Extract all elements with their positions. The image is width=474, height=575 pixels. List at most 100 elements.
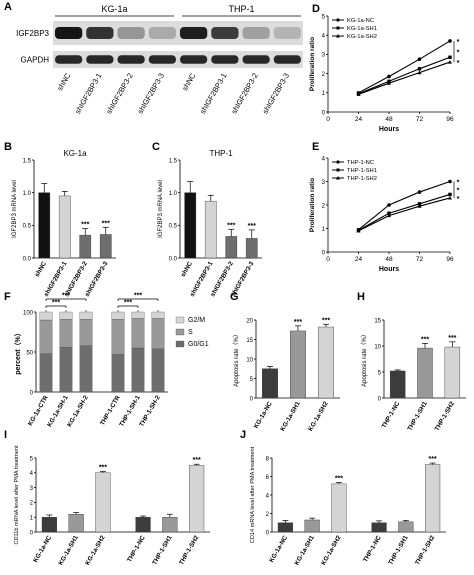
y-tick-label: 1.0	[169, 191, 178, 197]
panel-letter-e: E	[312, 141, 319, 153]
legend-marker	[336, 34, 340, 38]
series-point	[417, 202, 422, 206]
y-tick-label: 4	[322, 156, 326, 162]
significance-label: *	[457, 60, 460, 67]
y-tick-label: 0	[266, 530, 270, 536]
protein-label: IGF2BP3	[16, 29, 49, 38]
band	[273, 55, 301, 64]
x-axis-label: Hours	[379, 266, 399, 273]
stacked-bar-segment	[59, 319, 73, 348]
y-axis-label: IGF2BP3 mRNA level	[158, 180, 164, 238]
y-axis-label: Apoptosis rate（%）	[233, 331, 240, 387]
significance-label: *	[457, 50, 460, 57]
bar	[290, 330, 306, 399]
lane-label: shIGF2BP3-3	[136, 72, 167, 116]
series-point	[417, 190, 422, 194]
series-point	[387, 74, 391, 79]
significance-label: ***	[322, 317, 330, 324]
legend-marker	[336, 176, 340, 180]
x-tick-label: THP-1-SH2	[414, 534, 437, 566]
significance-label: ***	[227, 222, 235, 229]
y-tick-label: 2	[322, 203, 326, 209]
bar	[331, 483, 347, 533]
bar	[425, 464, 441, 533]
stacked-bar-segment	[131, 347, 145, 393]
series-point	[356, 228, 361, 233]
x-tick-label: THP-1-SH1	[406, 400, 429, 432]
significance-label: ***	[335, 476, 343, 483]
y-tick-label: 6	[266, 475, 270, 481]
y-tick-label: 5	[322, 14, 326, 20]
bar	[162, 517, 178, 533]
x-tick-label: 24	[355, 256, 363, 263]
series-point	[448, 195, 452, 200]
y-tick-label: 5	[250, 377, 254, 383]
bar	[41, 517, 57, 533]
y-tick-label: 1	[322, 227, 326, 233]
series-point	[387, 213, 391, 218]
chart-panel-d: 0 1 2 3 4 5 0 24 48 72 96 Hours Proliferation ratio K…	[309, 14, 460, 133]
stacked-bar-segment	[59, 347, 73, 393]
x-tick-label: 72	[416, 116, 424, 123]
y-axis-label: Proliferation ratio	[309, 37, 316, 91]
panel-letter-d: D	[312, 3, 320, 15]
significance-label: *	[457, 196, 460, 203]
y-tick-label: 1.5	[23, 158, 32, 164]
legend-label: THP-1-SH2	[347, 176, 377, 182]
bar	[371, 522, 387, 533]
y-tick-label: 8	[266, 456, 270, 462]
significance-label: ***	[421, 336, 429, 343]
y-tick-label: 0.0	[23, 256, 32, 262]
x-tick-label: 48	[385, 116, 393, 123]
bar	[68, 514, 84, 533]
chart-panel-f: 050100percent（%）KG-1a-CTRKG-1a-SH-1KG-1a…	[14, 293, 209, 429]
y-tick-label: 15	[246, 338, 253, 344]
y-tick-label: 3	[322, 180, 326, 186]
x-tick-label: KG-1a-NC	[268, 534, 289, 564]
series-line	[358, 61, 451, 95]
panel-letter-b: B	[4, 141, 12, 153]
y-axis-label: Apoptosis rate（%）	[361, 331, 368, 387]
lane-label: shNC	[180, 71, 197, 92]
x-tick-label: KG-1a-NC	[32, 534, 53, 564]
panel-letter-g: G	[230, 291, 239, 303]
cell-line-label: KG-1a	[101, 4, 127, 14]
x-tick-label: KG-1a-SH2	[84, 534, 107, 566]
band	[117, 27, 145, 39]
y-tick-label: 4	[322, 34, 326, 40]
bar	[135, 517, 151, 533]
significance-label: *	[457, 180, 460, 187]
legend-swatch	[175, 328, 185, 336]
stacked-bar-segment	[111, 354, 125, 393]
x-tick-label: 96	[446, 116, 454, 123]
legend-label: S	[188, 329, 193, 336]
y-tick-label: 3	[30, 486, 34, 492]
y-tick-label: 0.5	[23, 224, 32, 230]
series-point	[448, 179, 452, 184]
y-tick-label: 0	[250, 396, 254, 402]
series-point	[448, 60, 452, 64]
y-tick-label: 4	[266, 493, 270, 499]
lane-label: shIGF2BP3-3	[261, 72, 292, 116]
bar	[444, 346, 461, 399]
x-tick-label: 96	[446, 256, 454, 263]
stacked-bar-segment	[59, 311, 73, 320]
chart-title: KG-1a	[63, 149, 87, 158]
y-tick-label: 4	[30, 471, 34, 477]
stacked-bar-segment	[39, 311, 53, 321]
x-tick-label: 0	[326, 256, 330, 263]
lane-label: shNC	[55, 71, 72, 92]
series-point	[417, 57, 422, 61]
y-tick-label: 0	[322, 110, 326, 116]
stacked-bar-segment	[39, 319, 53, 354]
bar	[245, 238, 258, 259]
bar	[99, 234, 112, 259]
x-tick-label: THP-1-CTR	[99, 394, 122, 427]
stacked-bar-segment	[131, 318, 145, 349]
x-tick-label: KG-1a-SH2	[320, 534, 343, 566]
series-line	[358, 180, 451, 231]
y-tick-label: 10	[374, 344, 381, 350]
panel-letter-a: A	[4, 1, 12, 13]
